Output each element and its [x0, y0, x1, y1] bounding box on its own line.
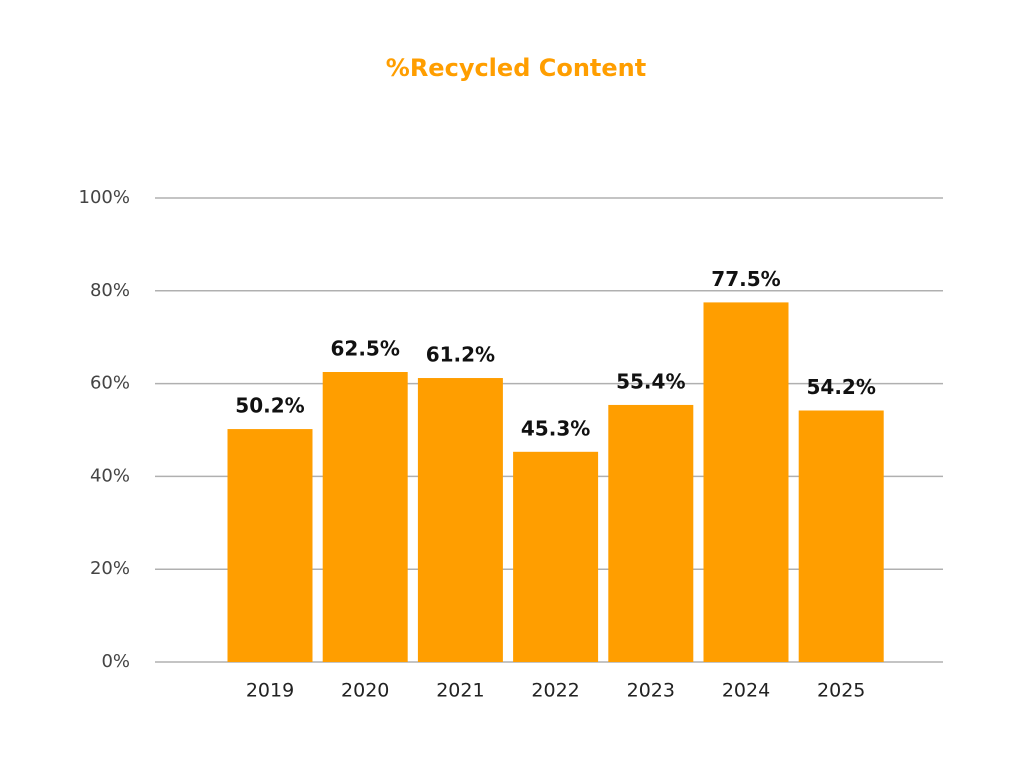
y-tick-label: 60% — [90, 373, 130, 394]
bar — [417, 378, 503, 662]
bar — [322, 372, 408, 662]
x-tick-label: 2022 — [531, 680, 579, 702]
bar — [608, 404, 694, 662]
bar — [703, 302, 789, 662]
data-label: 55.4% — [616, 369, 685, 393]
data-label: 61.2% — [426, 343, 495, 367]
y-tick-label: 100% — [79, 187, 130, 208]
x-tick-label: 2019 — [246, 680, 294, 702]
bar — [513, 451, 599, 662]
data-label: 50.2% — [235, 394, 304, 418]
x-tick-label: 2020 — [341, 680, 389, 702]
data-label: 77.5% — [711, 267, 780, 291]
data-label: 54.2% — [807, 375, 876, 399]
chart-title: %Recycled Content — [386, 54, 646, 82]
data-label: 45.3% — [521, 416, 590, 440]
x-tick-label: 2024 — [722, 680, 770, 702]
bar — [227, 429, 313, 662]
data-label: 62.5% — [331, 337, 400, 361]
bar — [798, 410, 884, 662]
y-tick-label: 0% — [101, 651, 130, 672]
y-tick-label: 20% — [90, 558, 130, 579]
x-tick-label: 2025 — [817, 680, 865, 702]
y-tick-label: 80% — [90, 280, 130, 301]
x-tick-label: 2023 — [627, 680, 675, 702]
y-tick-label: 40% — [90, 465, 130, 486]
x-tick-label: 2021 — [436, 680, 484, 702]
